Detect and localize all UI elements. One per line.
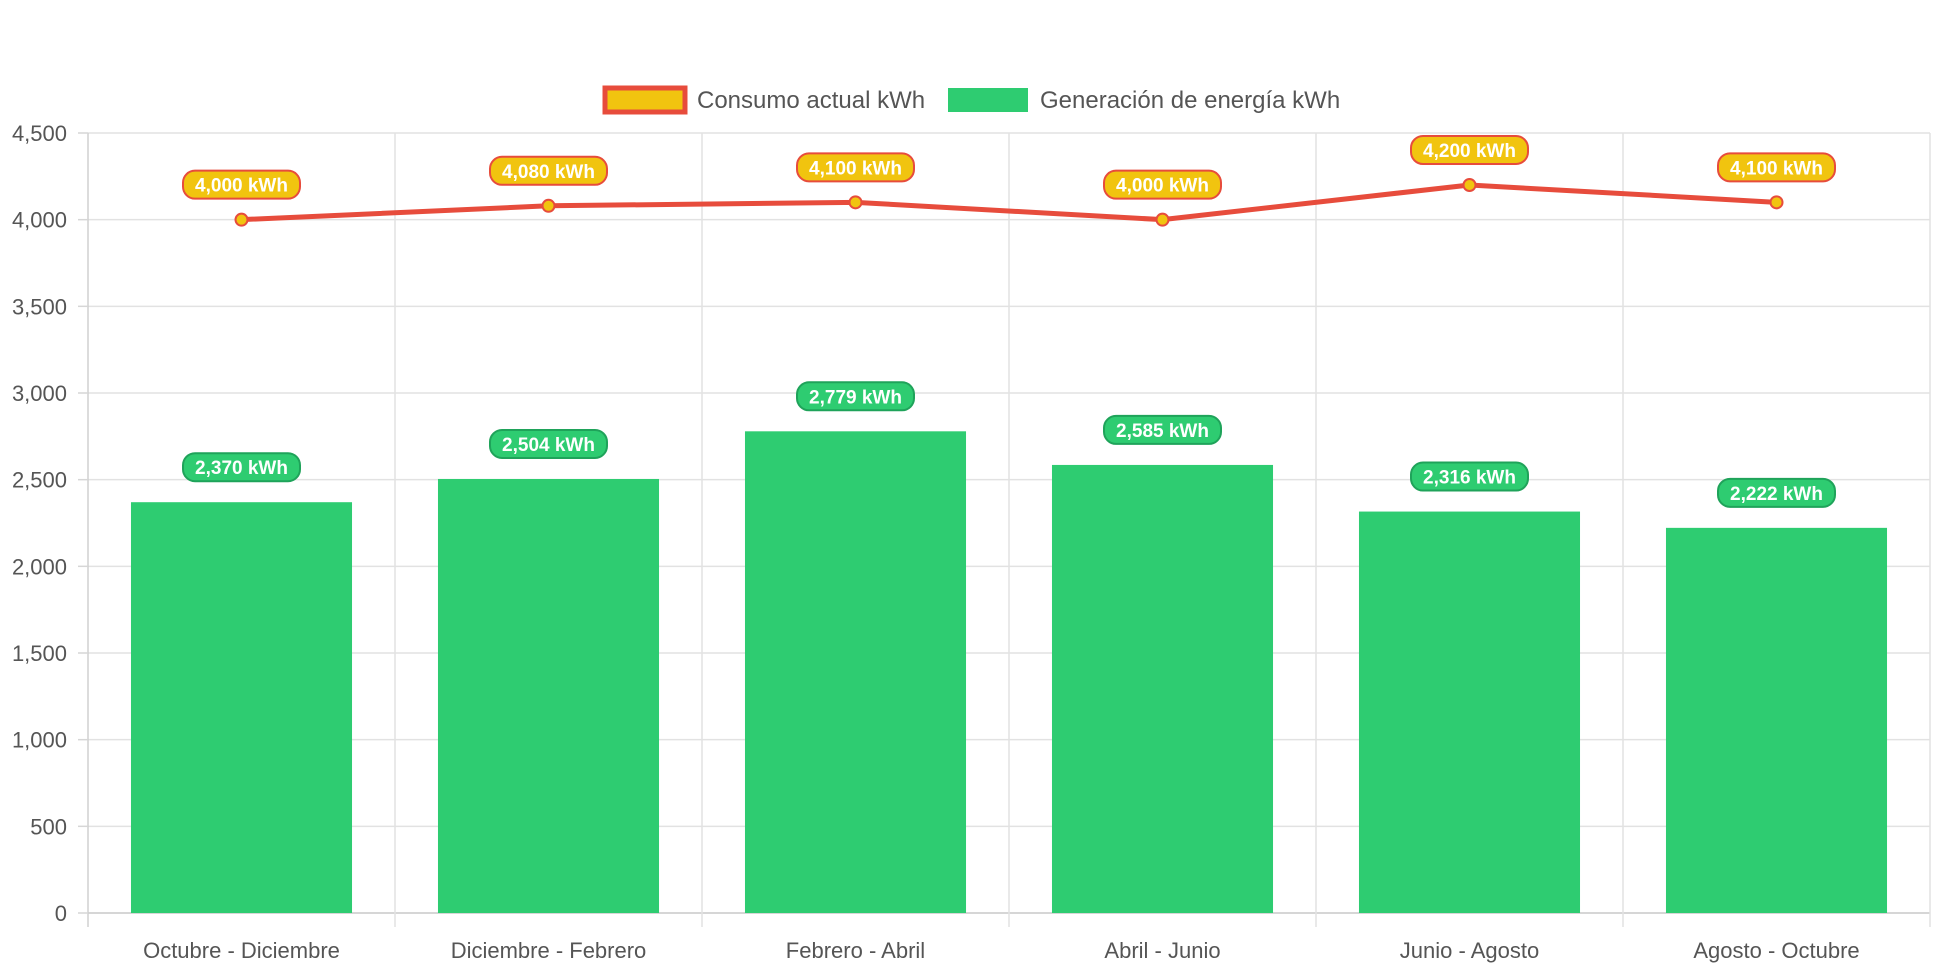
line-data-label: 4,200 kWh xyxy=(1410,135,1529,165)
x-tick-label: Agosto - Octubre xyxy=(1693,938,1859,963)
bar-data-label-text: 2,585 kWh xyxy=(1116,421,1209,442)
legend-item-generacion[interactable]: Generación de energía kWh xyxy=(948,87,1340,114)
line-data-label-text: 4,000 kWh xyxy=(1116,176,1209,197)
bar-generacion[interactable] xyxy=(1051,464,1274,913)
legend: Consumo actual kWh Generación de energía… xyxy=(602,85,1340,115)
line-data-label-text: 4,100 kWh xyxy=(1730,158,1823,179)
x-tick-label: Diciembre - Febrero xyxy=(451,938,647,963)
legend-label-consumo: Consumo actual kWh xyxy=(697,87,925,114)
line-data-label-bg xyxy=(489,155,608,186)
y-axis: 0 500 1,000 1,500 2,000 2,500 3,000 3,500 4,000 4… xyxy=(12,121,88,926)
line-data-label-bg xyxy=(1717,152,1836,183)
bar-generacion[interactable] xyxy=(1358,511,1581,913)
x-axis: Octubre - Diciembre Diciembre - Febrero Fe… xyxy=(143,938,1860,963)
bar-generacion[interactable] xyxy=(744,431,967,913)
bar-data-label-bg xyxy=(1410,461,1529,492)
y-tick-label: 500 xyxy=(30,814,67,839)
legend-label-generacion: Generación de energía kWh xyxy=(1040,87,1340,114)
line-data-label-bg xyxy=(1410,135,1529,165)
point-consumo[interactable] xyxy=(1769,195,1784,210)
bar-data-label-text: 2,370 kWh xyxy=(195,458,288,479)
point-consumo[interactable] xyxy=(541,198,556,213)
point-consumo[interactable] xyxy=(234,212,249,227)
bar-data-label-text: 2,504 kWh xyxy=(502,435,595,456)
legend-item-consumo[interactable]: Consumo actual kWh xyxy=(602,85,925,115)
bar-data-label-bg xyxy=(796,381,915,412)
legend-swatch-consumo xyxy=(602,85,688,115)
line-data-label: 4,100 kWh xyxy=(1717,152,1836,183)
x-tick-label: Abril - Junio xyxy=(1104,938,1220,963)
line-data-label-text: 4,080 kWh xyxy=(502,162,595,183)
bar-data-label-bg xyxy=(489,428,608,459)
y-tick-label: 0 xyxy=(55,901,67,926)
line-data-label: 4,080 kWh xyxy=(489,155,608,186)
point-consumo[interactable] xyxy=(1462,178,1477,192)
y-tick-label: 1,500 xyxy=(12,641,67,666)
line-data-label-bg xyxy=(1103,169,1222,200)
y-tick-label: 3,500 xyxy=(12,294,67,319)
y-tick-label: 4,500 xyxy=(12,121,67,146)
y-tick-label: 2,000 xyxy=(12,554,67,579)
bar-data-label: 2,222 kWh xyxy=(1717,477,1836,508)
line-data-label-text: 4,200 kWh xyxy=(1423,141,1516,162)
point-consumo[interactable] xyxy=(848,195,863,210)
legend-swatch-generacion xyxy=(948,88,1028,112)
x-tick-label: Febrero - Abril xyxy=(786,938,925,963)
bar-data-label: 2,779 kWh xyxy=(796,381,915,412)
line-data-label: 4,100 kWh xyxy=(796,152,915,183)
data-labels: 2,370 kWh 2,504 kWh 2,779 kWh 2,585 kWh 2,31… xyxy=(182,135,1836,508)
bar-data-label: 2,585 kWh xyxy=(1103,414,1222,445)
y-tick-label: 3,000 xyxy=(12,381,67,406)
line-data-label-bg xyxy=(796,152,915,183)
y-tick-label: 2,500 xyxy=(12,468,67,493)
bar-data-label: 2,370 kWh xyxy=(182,452,301,483)
bar-generacion[interactable] xyxy=(130,502,353,913)
x-tick-label: Octubre - Diciembre xyxy=(143,938,340,963)
line-series xyxy=(234,178,1784,227)
bar-generacion[interactable] xyxy=(1665,527,1888,913)
bar-data-label-text: 2,316 kWh xyxy=(1423,468,1516,489)
bar-data-label-bg xyxy=(182,452,301,483)
y-tick-label: 4,000 xyxy=(12,208,67,233)
line-data-label-text: 4,000 kWh xyxy=(195,176,288,197)
bar-data-label-bg xyxy=(1103,414,1222,445)
bar-data-label-bg xyxy=(1717,477,1836,508)
bar-series xyxy=(130,431,1888,913)
line-consumo xyxy=(239,182,1779,223)
bar-generacion[interactable] xyxy=(437,478,660,913)
bar-data-label: 2,316 kWh xyxy=(1410,461,1529,492)
bar-data-label-text: 2,222 kWh xyxy=(1730,484,1823,505)
y-tick-label: 1,000 xyxy=(12,728,67,753)
point-consumo[interactable] xyxy=(1155,212,1170,227)
line-data-label-text: 4,100 kWh xyxy=(809,158,902,179)
grid xyxy=(87,132,1931,927)
bar-data-label: 2,504 kWh xyxy=(489,428,608,459)
line-data-label: 4,000 kWh xyxy=(182,169,301,200)
x-tick-label: Junio - Agosto xyxy=(1400,938,1539,963)
line-data-label-bg xyxy=(182,169,301,200)
bar-data-label-text: 2,779 kWh xyxy=(809,387,902,408)
line-data-label: 4,000 kWh xyxy=(1103,169,1222,200)
